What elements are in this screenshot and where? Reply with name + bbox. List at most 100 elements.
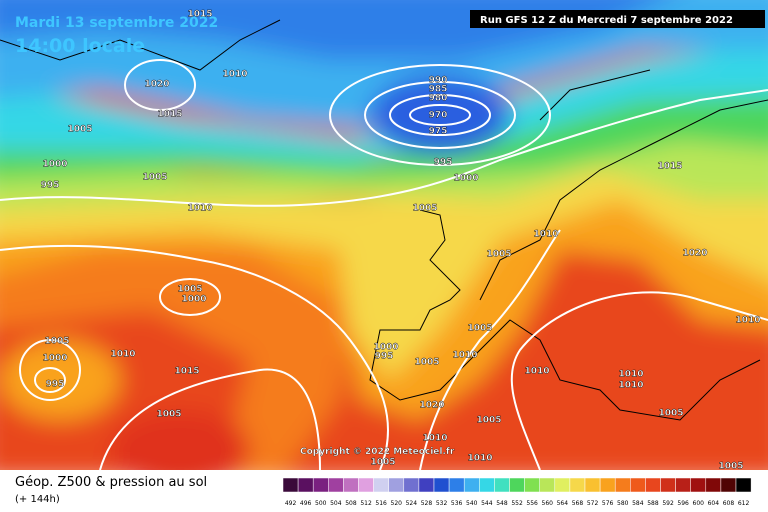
isobar-label: 1010 [533, 230, 558, 240]
isobar-label: 1015 [174, 367, 199, 377]
scale-label: 528 [421, 500, 433, 507]
isobar-label: 1005 [467, 324, 492, 334]
scale-label: 492 [285, 500, 297, 507]
scale-label: 540 [466, 500, 478, 507]
scale-label: 584 [632, 500, 644, 507]
isobar-label: 1000 [181, 295, 206, 305]
isobar-label: 1010 [618, 381, 643, 391]
scale-swatch [403, 477, 420, 493]
scale-label: 504 [330, 500, 342, 507]
scale-label: 532 [436, 500, 448, 507]
isobar-label: 1000 [42, 354, 67, 364]
scale-swatch [720, 477, 737, 493]
scale-label: 600 [693, 500, 705, 507]
isobar-label: 1005 [414, 358, 439, 368]
isobar-label: 985 [429, 85, 448, 95]
scale-swatch [630, 477, 646, 493]
isobar-label: 1000 [373, 343, 398, 353]
scale-label: 604 [708, 500, 720, 507]
scale-swatch [328, 477, 344, 493]
isobar-label: 1005 [67, 125, 92, 135]
isobar-label: 1010 [524, 367, 549, 377]
footer-title: Géop. Z500 & pression au sol [15, 475, 207, 490]
isobar-label: 995 [434, 158, 453, 168]
scale-label: 608 [723, 500, 735, 507]
scale-swatch [569, 477, 586, 493]
scale-label: 556 [526, 500, 538, 507]
isobar-label: 1020 [682, 249, 707, 259]
scale-swatch [690, 477, 707, 493]
scale-swatch [388, 477, 405, 493]
isobar-label: 1010 [467, 454, 492, 464]
isobar-label: 1005 [718, 462, 743, 472]
scale-label: 596 [677, 500, 689, 507]
isobar-label: 1005 [658, 409, 683, 419]
scale-swatch [509, 477, 525, 493]
scale-label: 516 [375, 500, 387, 507]
isobar-label: 1005 [412, 204, 437, 214]
scale-label: 548 [496, 500, 508, 507]
isobar-label: 1015 [657, 162, 682, 172]
local-time: 14:00 locale [15, 35, 145, 57]
scale-swatch [660, 477, 676, 493]
scale-swatch [463, 477, 480, 493]
isobar-label: 1005 [156, 410, 181, 420]
isobar-label: 1010 [222, 70, 247, 80]
scale-label: 552 [511, 500, 523, 507]
isobar-label: 970 [429, 111, 448, 121]
isobar-label: 1020 [144, 80, 169, 90]
scale-label: 568 [572, 500, 584, 507]
scale-swatch [645, 477, 661, 493]
scale-label: 612 [738, 500, 750, 507]
scale-swatch [479, 477, 495, 493]
isobar-label: 1005 [44, 337, 69, 347]
scale-label: 576 [602, 500, 614, 507]
scale-label: 572 [587, 500, 599, 507]
scale-swatch [494, 477, 510, 493]
scale-label: 580 [617, 500, 629, 507]
isobar-label: 1010 [110, 350, 135, 360]
coastlines [0, 19, 768, 421]
run-info: Run GFS 12 Z du Mercredi 7 septembre 202… [480, 15, 733, 26]
scale-label: 536 [451, 500, 463, 507]
scale-label: 520 [391, 500, 403, 507]
scale-swatch [448, 477, 465, 493]
scale-label: 508 [345, 500, 357, 507]
scale-swatch [614, 477, 631, 493]
isobar-label: 1010 [735, 316, 760, 326]
valid-date: Mardi 13 septembre 2022 [15, 15, 218, 31]
isobar-label: 1010 [187, 204, 212, 214]
scale-label: 524 [406, 500, 418, 507]
isobar-label: 1015 [187, 10, 212, 20]
isobar-label: 1010 [452, 351, 477, 361]
isobar-label: 1010 [618, 370, 643, 380]
isobar-label: 1005 [370, 458, 395, 468]
isobar-label: 1005 [142, 173, 167, 183]
scale-swatch [539, 477, 556, 493]
scale-swatch [358, 477, 374, 493]
isobars [0, 59, 768, 471]
footer-lead: (+ 144h) [15, 494, 60, 505]
scale-label: 544 [481, 500, 493, 507]
scale-label: 592 [662, 500, 674, 507]
scale-label: 564 [557, 500, 569, 507]
isobar-label: 1005 [177, 285, 202, 295]
scale-swatch [418, 477, 435, 493]
scale-label: 496 [300, 500, 312, 507]
isobar-label: 1000 [42, 160, 67, 170]
isobar-label: 995 [375, 352, 394, 362]
scale-label: 512 [360, 500, 372, 507]
scale-label: 588 [647, 500, 659, 507]
scale-swatch [297, 477, 314, 493]
isobar-label: 1010 [422, 434, 447, 444]
scale-swatch [584, 477, 601, 493]
scale-swatch [675, 477, 691, 493]
isobar-label: 990 [429, 76, 448, 86]
isobar-label: 975 [429, 127, 448, 137]
scale-swatch [282, 477, 299, 493]
isobar-label: 1020 [419, 401, 444, 411]
scale-swatch [599, 477, 616, 493]
scale-swatch [373, 477, 389, 493]
